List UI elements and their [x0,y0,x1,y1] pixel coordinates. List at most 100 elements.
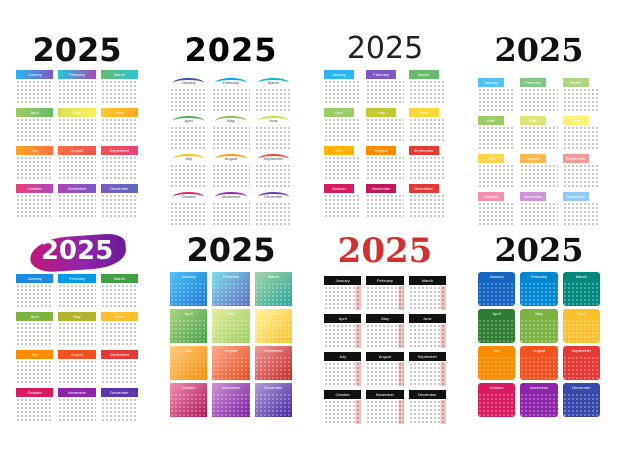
day-grid [366,286,404,310]
day-grid [254,164,292,188]
calendar-panel-4: 2025 January February March April May Ju… [470,20,608,232]
month-label: September [562,154,589,163]
day-grid [478,393,516,417]
calendar-panel-1: 2025 January February March April May Ju… [8,20,146,232]
month-label: February [366,70,397,79]
day-grid [254,126,292,150]
month-block: February [212,272,250,306]
day-grid [562,88,600,112]
day-grid [16,156,54,180]
month-label: September [408,352,446,361]
day-grid [58,322,96,346]
month-label: June [408,108,439,117]
month-label: June [268,311,278,316]
day-grid [254,356,292,380]
month-block: March [100,274,138,308]
day-grid [170,393,208,417]
day-grid [100,398,138,422]
month-block: August [520,154,558,188]
month-block: June [562,309,600,343]
day-grid [212,282,250,306]
day-grid [408,286,446,310]
month-label: February [520,78,547,87]
month-label: June [562,116,589,125]
month-label: February [58,274,96,283]
month-label: March [267,274,279,279]
day-grid [212,88,250,112]
month-label: December [572,385,591,390]
month-label: October [16,184,54,193]
day-grid [324,80,362,104]
month-label: April [492,311,501,316]
day-grid [170,202,208,226]
month-label: July [324,352,362,361]
month-block: January [324,276,362,310]
year-title: 2025 [186,231,276,269]
day-grid [562,319,600,343]
month-block: July [16,350,54,384]
month-block: May [58,312,96,346]
year-title: 2025 [494,31,584,69]
month-block: August [520,346,558,380]
month-block: February [366,70,404,104]
day-grid [58,118,96,142]
day-grid [478,126,516,150]
month-block: May [520,116,558,150]
month-label: August [366,146,397,155]
month-block: March [562,272,600,306]
year-title: 2025 [184,31,278,69]
month-label: April [478,116,505,125]
month-block: December [254,192,292,226]
month-label: March [562,78,589,87]
month-grid: January February March April May June Ju… [170,272,292,417]
day-grid [58,360,96,384]
day-grid [408,118,446,142]
day-grid [408,80,446,104]
month-grid: January February March April May June Ju… [478,78,600,226]
month-label: December [100,388,138,397]
month-block: May [212,116,250,150]
month-block: October [478,383,516,417]
month-block: August [58,350,96,384]
month-block: November [520,383,558,417]
month-label: September [100,146,138,155]
month-block: January [16,274,54,308]
month-label: May [520,116,547,125]
month-label: July [478,154,505,163]
month-block: May [58,108,96,142]
month-block: November [366,390,404,424]
month-block: February [58,70,96,104]
day-grid [58,284,96,308]
month-label: December [264,385,283,390]
day-grid [478,202,516,226]
month-block: February [58,274,96,308]
month-block: January [478,78,516,112]
day-grid [170,164,208,188]
day-grid [212,164,250,188]
day-grid [212,126,250,150]
day-grid [58,80,96,104]
day-grid [254,88,292,112]
day-grid [100,322,138,346]
month-block: February [212,78,250,112]
month-label: July [16,146,54,155]
day-grid [254,282,292,306]
day-grid [520,393,558,417]
month-block: March [254,78,292,112]
day-grid [170,126,208,150]
month-label: April [16,312,54,321]
month-block: September [100,350,138,384]
month-label: February [222,274,239,279]
day-grid [478,164,516,188]
day-grid [478,88,516,112]
month-label: September [571,348,592,353]
month-block: September [100,146,138,180]
month-block: January [16,70,54,104]
day-grid [520,356,558,380]
month-label: July [16,350,54,359]
day-grid [58,398,96,422]
day-grid [520,282,558,306]
day-grid [100,118,138,142]
month-block: September [408,352,446,386]
month-label: September [100,350,138,359]
